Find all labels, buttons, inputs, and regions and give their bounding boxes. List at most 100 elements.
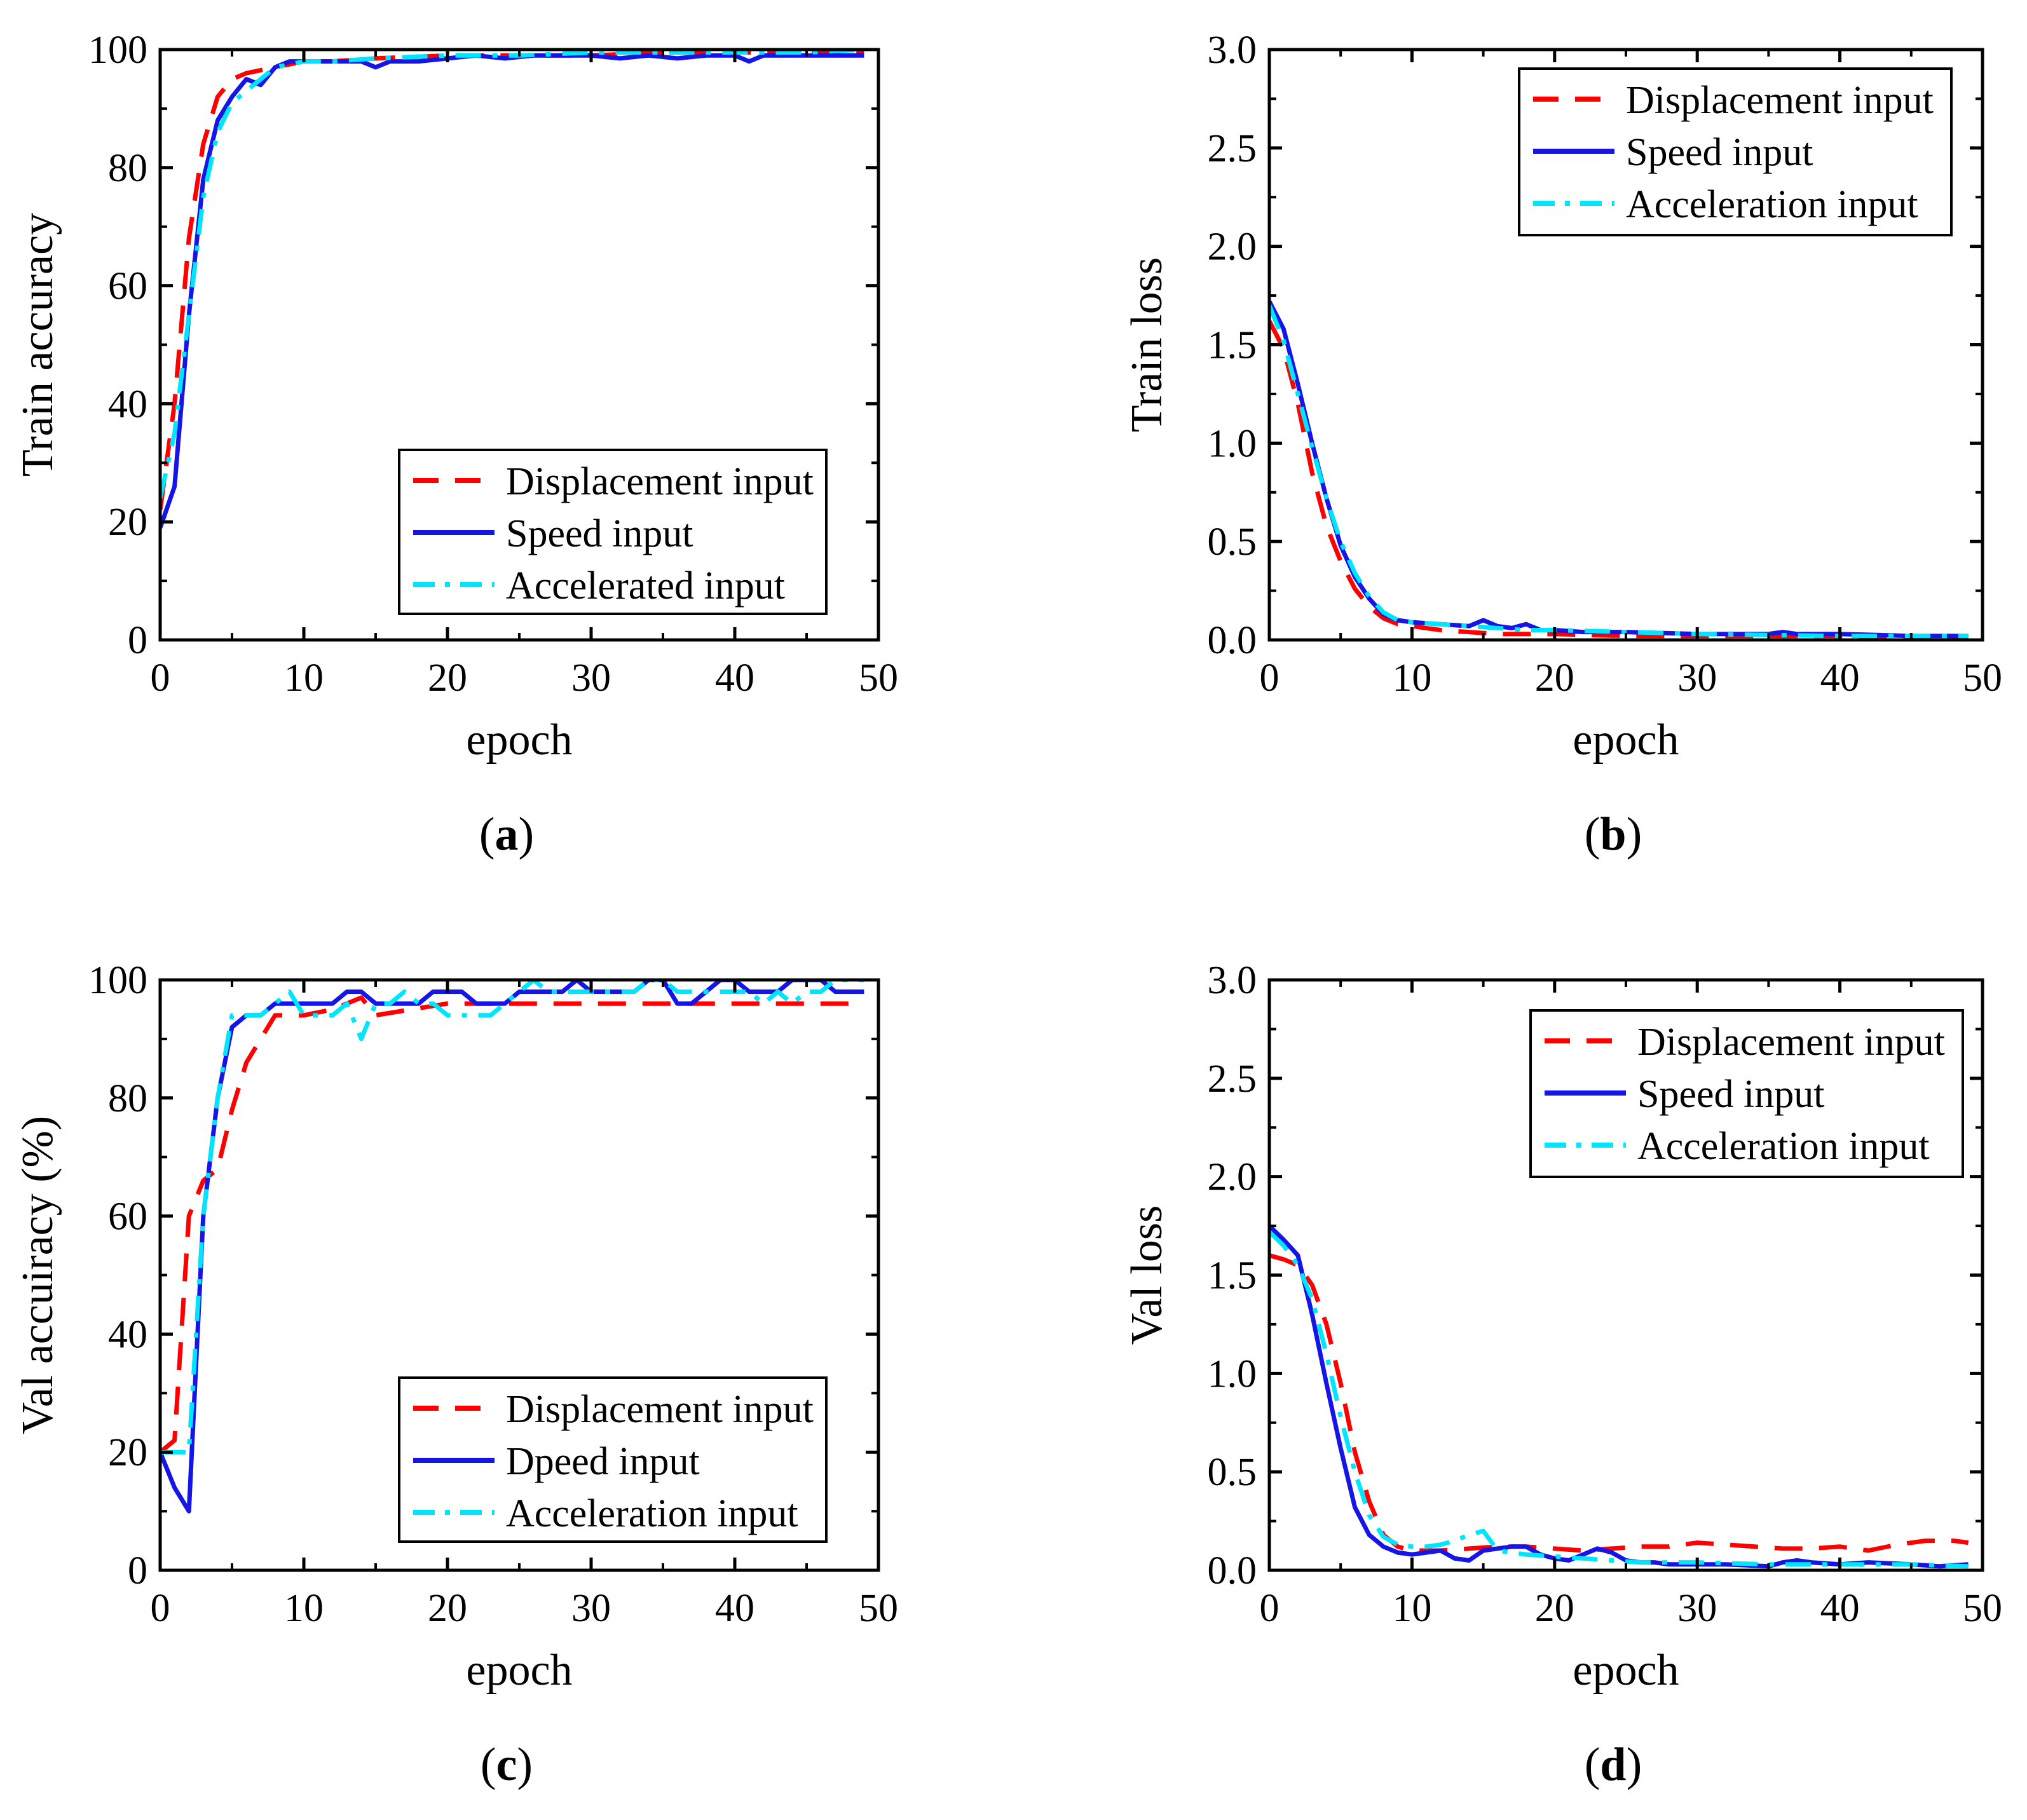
y-axis-title: Val loss xyxy=(1123,1205,1171,1345)
legend: Displacement input Speed input Accelerated… xyxy=(398,449,828,615)
legend-label: Acceleration input xyxy=(1626,183,1918,226)
x-tick-label: 0 xyxy=(151,1587,170,1630)
legend-label: Dpeed input xyxy=(506,1440,700,1483)
series-group xyxy=(160,980,864,1514)
y-tick-label: 1.5 xyxy=(1208,1254,1257,1298)
y-tick-label: 0 xyxy=(128,1549,147,1592)
y-tick-label: 40 xyxy=(108,383,147,426)
series-line-cyan xyxy=(1269,304,1969,639)
x-tick-label: 50 xyxy=(859,1587,898,1630)
x-tick-label: 30 xyxy=(1677,656,1717,700)
x-axis: 0 10 20 30 40 50 xyxy=(151,50,898,700)
y-tick-label: 1.0 xyxy=(1208,1352,1257,1396)
series-line-cyan xyxy=(160,50,864,499)
legend: Displacement input Speed input Acceleratio… xyxy=(1518,67,1953,236)
panel-label: (a) xyxy=(479,808,534,860)
chart-panel-d: 0 10 20 30 40 50 0.0 0.5 1.0 1.5 2.0 2.5 3.0 epoch Val… xyxy=(1123,959,2002,1791)
y-tick-label: 2.0 xyxy=(1208,226,1257,269)
y-tick-label: 100 xyxy=(88,959,147,1002)
x-axis-title: epoch xyxy=(466,1646,572,1695)
y-tick-label: 0.5 xyxy=(1208,520,1257,564)
series-line-red xyxy=(1269,1253,1969,1553)
series-group xyxy=(1269,1224,1969,1569)
chart-panel-c: 0 10 20 30 40 50 0 20 40 60 80 100 epoch Val accuirac… xyxy=(13,959,898,1791)
panel-label: (b) xyxy=(1585,808,1642,860)
x-tick-label: 0 xyxy=(151,656,170,700)
x-tick-label: 40 xyxy=(715,656,754,700)
y-tick-label: 0 xyxy=(128,619,147,662)
x-tick-label: 10 xyxy=(1392,656,1431,700)
x-axis: 0 10 20 30 40 50 xyxy=(1260,50,2002,700)
panel-label: (c) xyxy=(481,1739,533,1791)
y-tick-label: 100 xyxy=(88,29,147,72)
y-tick-label: 3.0 xyxy=(1208,29,1257,72)
y-tick-label: 1.5 xyxy=(1208,324,1257,367)
y-axis-title: Train loss xyxy=(1123,257,1171,433)
y-tick-label: 3.0 xyxy=(1208,959,1257,1002)
x-tick-label: 30 xyxy=(1677,1587,1717,1630)
x-tick-label: 50 xyxy=(1963,656,2002,700)
y-tick-label: 20 xyxy=(108,1431,147,1474)
legend-label: Speed input xyxy=(1637,1073,1824,1116)
y-tick-label: 20 xyxy=(108,501,147,544)
x-tick-label: 10 xyxy=(284,656,324,700)
panel-label: (d) xyxy=(1585,1739,1642,1791)
y-axis-title: Val accuiracy (%) xyxy=(13,1116,62,1434)
y-tick-label: 0.0 xyxy=(1208,1549,1257,1592)
legend-label: Speed input xyxy=(1626,131,1813,174)
x-axis: 0 10 20 30 40 50 xyxy=(1260,980,2002,1630)
y-axis: 0 20 40 60 80 100 xyxy=(88,959,878,1592)
y-tick-label: 40 xyxy=(108,1313,147,1356)
legend-label: Displacement input xyxy=(1626,79,1934,122)
series-line-red xyxy=(160,50,864,511)
legend-label: Displacement input xyxy=(506,1388,814,1431)
chart-panel-b: 0 10 20 30 40 50 0.0 0.5 1.0 1.5 2.0 2.5 3.0 epoch Tra… xyxy=(1123,29,2002,860)
y-tick-label: 80 xyxy=(108,147,147,190)
y-tick-label: 2.0 xyxy=(1208,1156,1257,1199)
series-line-blue xyxy=(1269,300,1969,639)
y-tick-label: 0.0 xyxy=(1208,619,1257,662)
y-tick-label: 2.5 xyxy=(1208,1057,1257,1101)
y-tick-label: 2.5 xyxy=(1208,127,1257,170)
x-tick-label: 30 xyxy=(571,656,611,700)
y-tick-label: 0.5 xyxy=(1208,1451,1257,1494)
x-tick-label: 40 xyxy=(715,1587,754,1630)
series-line-cyan xyxy=(160,980,864,1455)
legend-label: Displacement input xyxy=(506,460,814,503)
y-axis: 0 20 40 60 80 100 xyxy=(88,29,878,662)
series-line-cyan xyxy=(1269,1230,1969,1569)
chart-panel-a: 0 10 20 30 40 50 0 20 40 60 80 100 epoch Train accura… xyxy=(13,29,898,860)
y-axis: 0.0 0.5 1.0 1.5 2.0 2.5 3.0 xyxy=(1208,29,1983,662)
y-axis-title: Train accuracy xyxy=(13,213,62,477)
x-axis-title: epoch xyxy=(1573,716,1679,764)
y-axis: 0.0 0.5 1.0 1.5 2.0 2.5 3.0 xyxy=(1208,959,1983,1592)
legend-label: Displacement input xyxy=(1637,1021,1945,1064)
x-tick-label: 20 xyxy=(428,1587,467,1630)
y-tick-label: 60 xyxy=(108,1195,147,1239)
x-tick-label: 20 xyxy=(428,656,467,700)
series-line-red xyxy=(1269,320,1969,640)
legend-label: Acceleration input xyxy=(506,1492,798,1535)
series-line-blue xyxy=(160,53,864,529)
series-line-blue xyxy=(1269,1224,1969,1569)
legend: Displacement input Dpeed input Acceleratio… xyxy=(398,1376,828,1543)
x-tick-label: 0 xyxy=(1260,1587,1280,1630)
x-axis-title: epoch xyxy=(1573,1646,1679,1695)
x-tick-label: 50 xyxy=(1963,1587,2002,1630)
x-axis: 0 10 20 30 40 50 xyxy=(151,980,898,1630)
x-tick-label: 30 xyxy=(571,1587,611,1630)
legend-label: Acceleration input xyxy=(1637,1125,1930,1168)
series-group xyxy=(1269,300,1969,640)
y-tick-label: 60 xyxy=(108,265,147,308)
x-tick-label: 0 xyxy=(1260,656,1280,700)
legend-label: Speed input xyxy=(506,512,693,555)
x-tick-label: 20 xyxy=(1535,1587,1574,1630)
y-tick-label: 1.0 xyxy=(1208,422,1257,465)
legend-label: Accelerated input xyxy=(506,564,785,608)
x-tick-label: 10 xyxy=(284,1587,324,1630)
x-tick-label: 40 xyxy=(1820,1587,1860,1630)
x-tick-label: 40 xyxy=(1820,656,1860,700)
x-tick-label: 20 xyxy=(1535,656,1574,700)
